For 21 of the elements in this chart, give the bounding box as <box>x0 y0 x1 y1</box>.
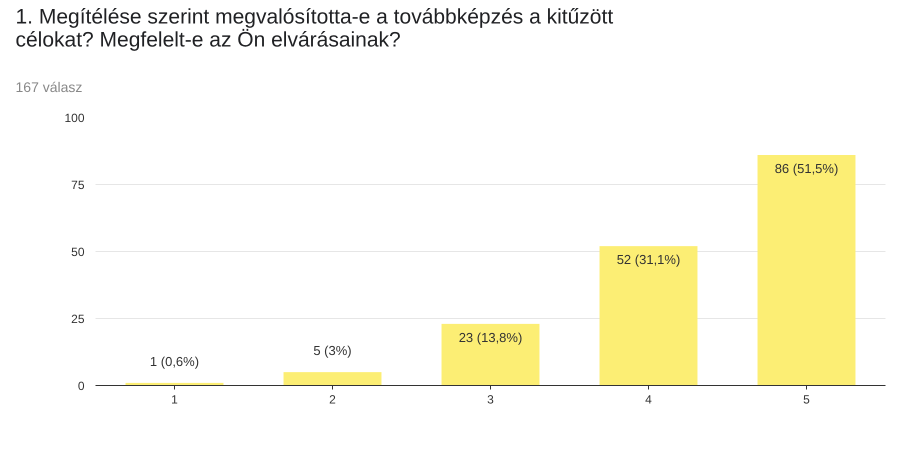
x-tick-label: 3 <box>487 392 494 406</box>
x-tick-label: 4 <box>645 392 652 406</box>
bar <box>442 324 540 386</box>
x-tick-label: 1 <box>171 392 178 406</box>
y-tick-label: 50 <box>71 245 85 259</box>
chart-subtitle: 167 válasz <box>16 79 82 95</box>
data-label: 86 (51,5%) <box>774 161 838 176</box>
bar <box>758 155 856 386</box>
y-tick-label: 75 <box>71 178 85 192</box>
data-label: 52 (31,1%) <box>616 252 680 268</box>
y-tick-label: 25 <box>71 312 85 326</box>
y-tick-label: 100 <box>64 111 85 125</box>
chart-title: 1. Megítélése szerint megvalósította-e a továbbképzés a kitűzött célokat? Megfelelt-e az Ön elvárásainak? <box>16 6 614 52</box>
data-label: 5 (3%) <box>313 343 352 358</box>
data-label: 1 (0,6%) <box>150 354 200 369</box>
data-label: 23 (13,8%) <box>458 330 522 345</box>
y-tick-label: 0 <box>78 379 85 393</box>
x-tick-label: 5 <box>803 392 810 406</box>
bar <box>284 372 382 386</box>
x-tick-label: 2 <box>329 392 336 406</box>
bar <box>600 246 698 386</box>
